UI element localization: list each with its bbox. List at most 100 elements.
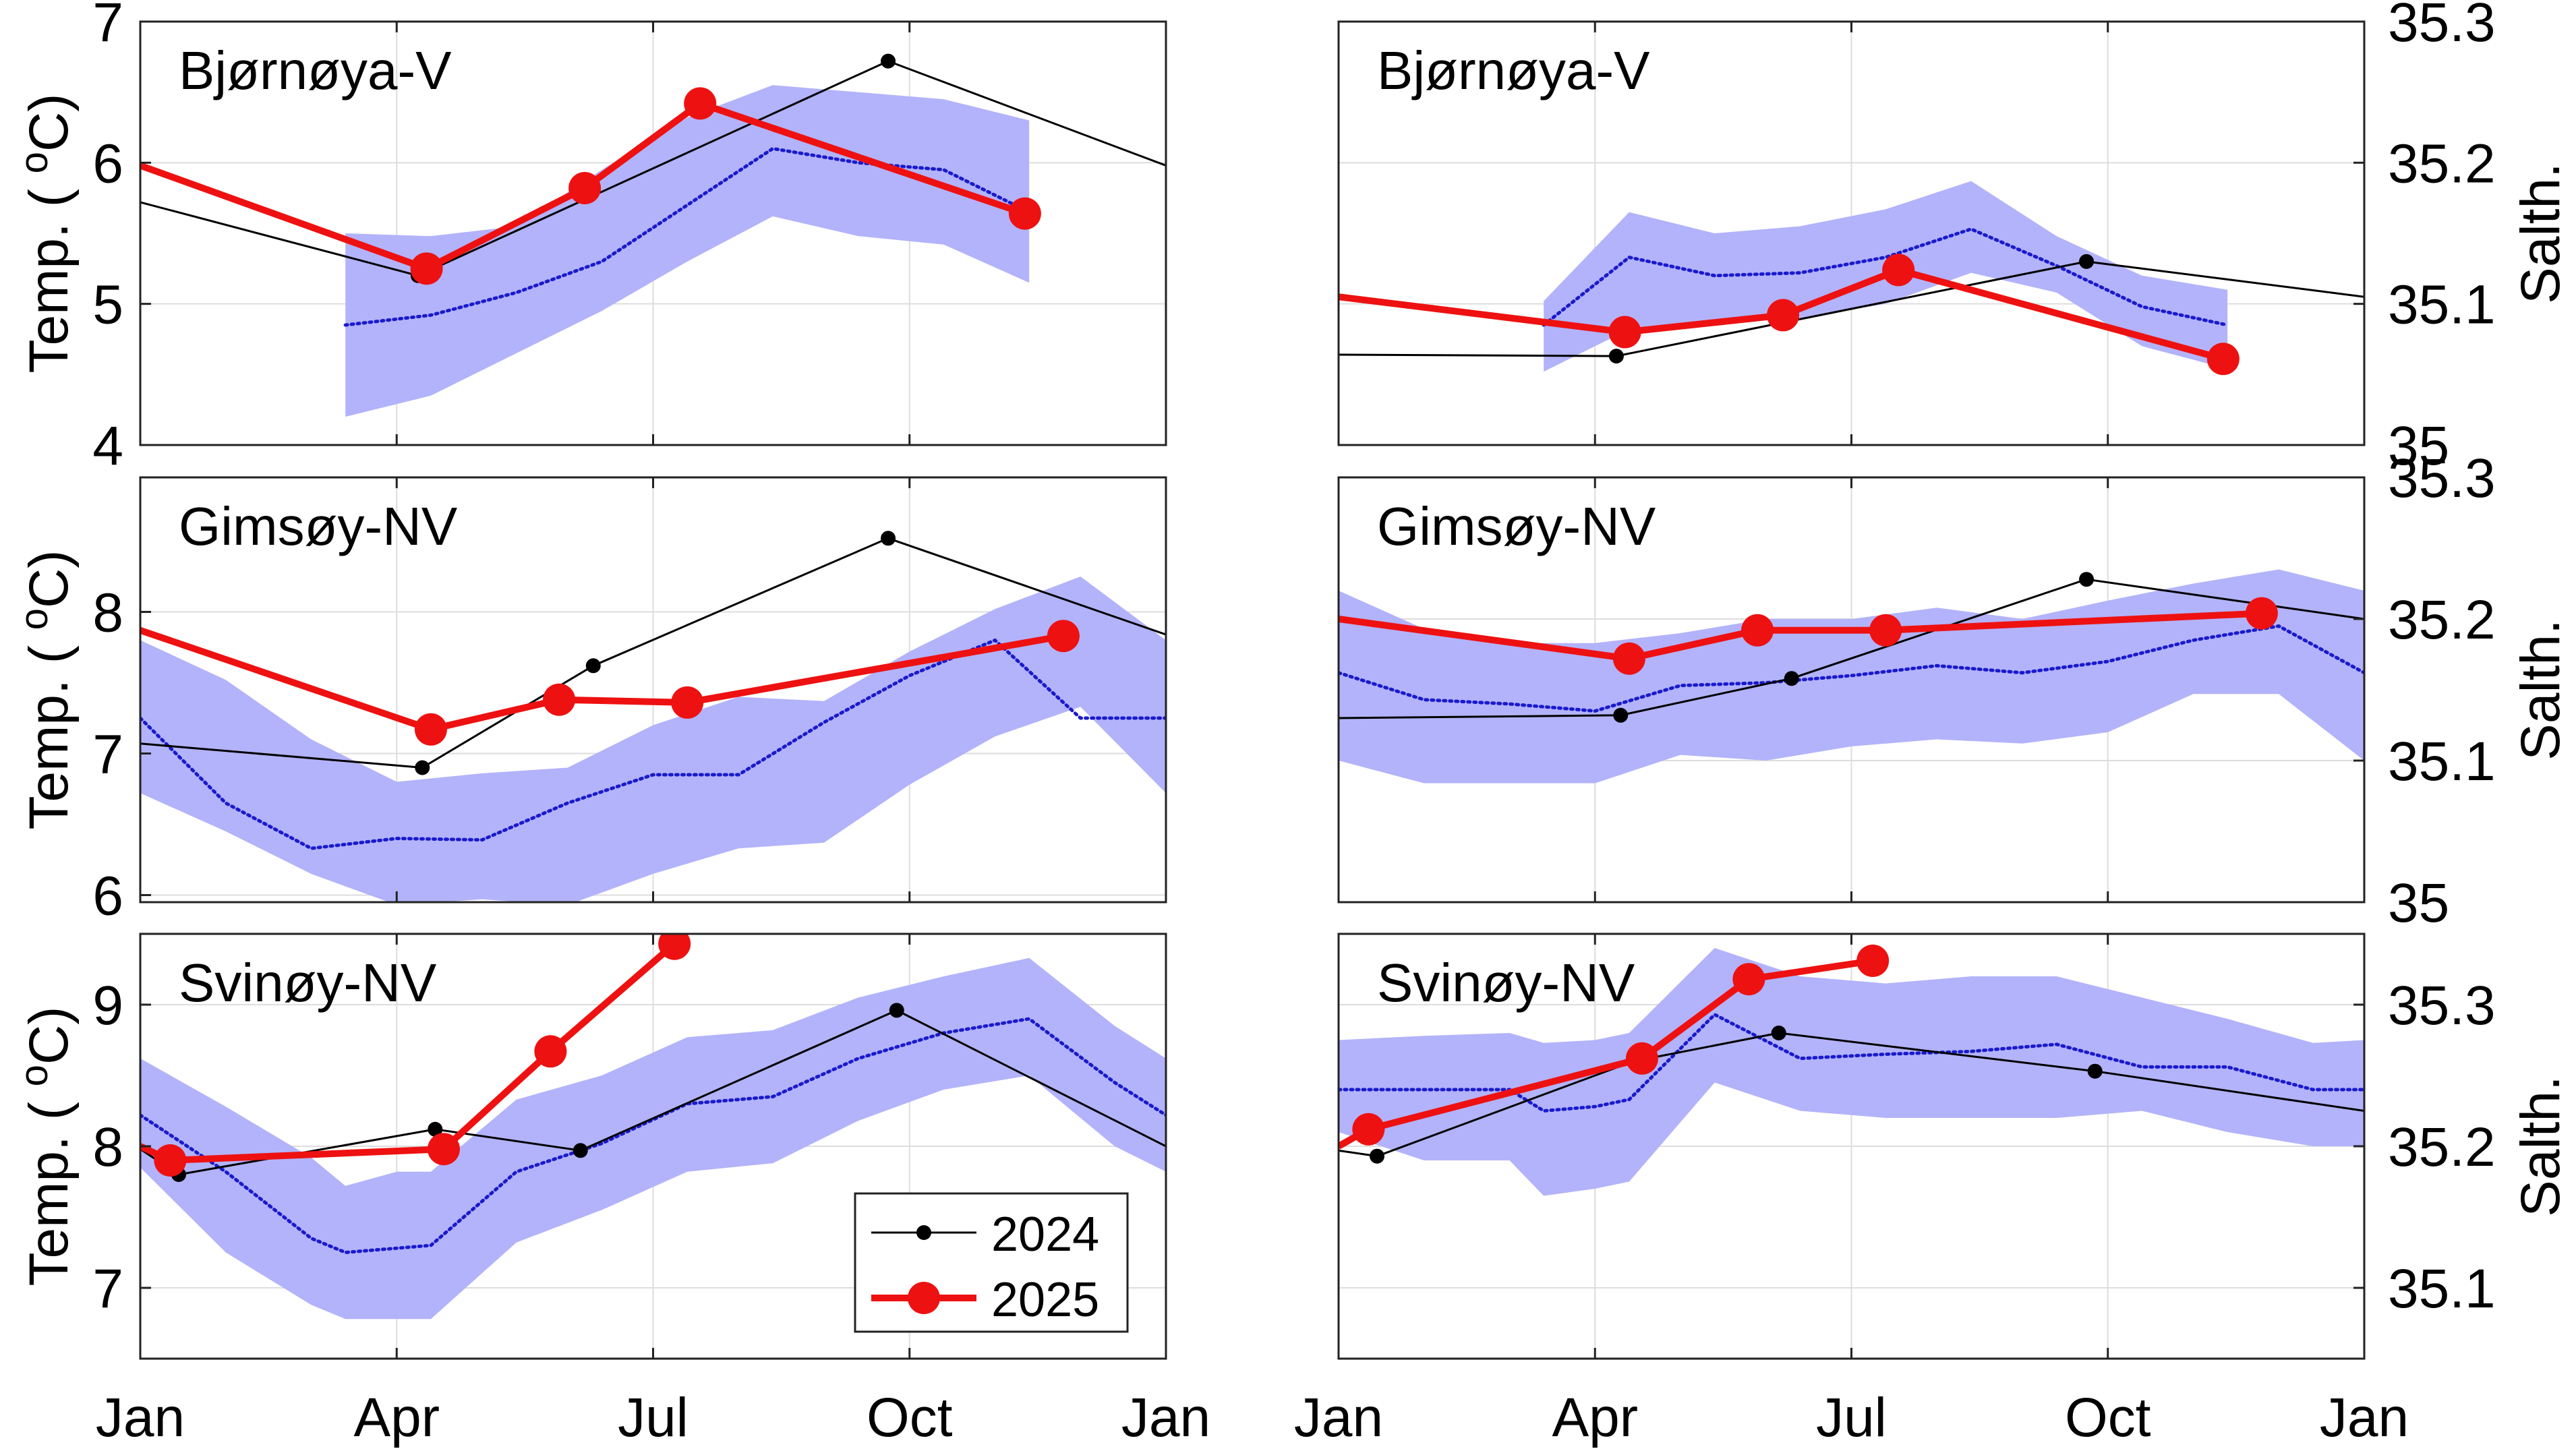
- legend-marker-2025: [908, 1282, 940, 1314]
- plot-content: [1339, 569, 2364, 783]
- y-axis-label: Temp. ( oC): [12, 94, 80, 374]
- panel-title: Gimsøy-NV: [1377, 496, 1656, 556]
- y-tick-label: 7: [92, 0, 123, 53]
- point-2025: [1741, 614, 1774, 647]
- point-2024: [881, 531, 896, 546]
- y-tick-label: 35.3: [2388, 0, 2496, 53]
- climatology-mean-line: [1339, 624, 2364, 713]
- point-2025: [1008, 197, 1041, 230]
- y-tick-label: 35.1: [2388, 274, 2496, 336]
- point-2025: [1047, 620, 1080, 653]
- climatology-mean-line: [140, 1017, 1166, 1255]
- y-tick-label: 8: [92, 583, 123, 644]
- panel-title: Gimsøy-NV: [179, 496, 458, 556]
- legend-label-2025: 2025: [991, 1273, 1099, 1327]
- plot-content: [140, 531, 1166, 902]
- panel-title: Bjørnøya-V: [179, 40, 452, 100]
- point-2024: [2079, 254, 2095, 269]
- plot-content: [1339, 181, 2364, 376]
- panel-title: Bjørnøya-V: [1377, 40, 1650, 100]
- y-tick-label: 7: [92, 1258, 123, 1320]
- point-2025: [1352, 1113, 1385, 1146]
- x-tick-label: Jul: [1816, 1387, 1887, 1448]
- x-tick-label: Jan: [96, 1387, 185, 1448]
- climatology-band: [140, 576, 1166, 902]
- point-2024: [1370, 1148, 1385, 1164]
- climatology-band: [345, 85, 1030, 417]
- y-tick-label: 35.2: [2388, 589, 2496, 651]
- y-tick-label: 4: [92, 415, 123, 477]
- y-tick-label: 9: [92, 975, 123, 1036]
- ylabel-base: Temp. (: [18, 173, 80, 373]
- point-2025: [2245, 597, 2278, 630]
- ylabel-degree: o: [12, 152, 56, 173]
- climatology-band: [1339, 948, 2364, 1196]
- y-tick-label: 35.1: [2388, 731, 2496, 792]
- point-2024: [1613, 707, 1629, 723]
- point-2024: [881, 53, 896, 69]
- point-2025: [2206, 343, 2240, 376]
- y-tick-label: 5: [92, 274, 123, 336]
- ylabel-degree: o: [12, 1065, 56, 1086]
- point-2025: [1882, 254, 1915, 287]
- point-2025: [1869, 614, 1902, 647]
- climatology-mean-line: [1542, 227, 2229, 327]
- plot-content: [140, 934, 1166, 1320]
- point-2024: [1784, 671, 1799, 686]
- y-axis-label: Salth.: [2510, 619, 2571, 761]
- point-2024: [2087, 1063, 2103, 1079]
- y-tick-label: 35: [2388, 415, 2449, 477]
- series-line-2024: [140, 60, 1166, 277]
- point-2025: [684, 87, 717, 120]
- point-2024: [415, 760, 430, 775]
- climatology-mean-line: [343, 146, 1031, 327]
- y-tick-label: 7: [92, 724, 123, 786]
- y-tick-label: 35.2: [2388, 133, 2496, 194]
- ylabel-unit: C): [18, 1007, 80, 1065]
- point-2025: [1612, 642, 1645, 675]
- point-2025: [658, 934, 691, 960]
- panel-gimsoy-salt: 35 35.1 35.2 35.3 Salth. Gimsøy-NV: [1337, 448, 2571, 934]
- y-tick-label: 35.3: [2388, 975, 2496, 1036]
- series-line-2024: [1339, 260, 2364, 357]
- point-2024: [1608, 349, 1624, 364]
- x-tick-label: Oct: [867, 1387, 953, 1448]
- point-2025: [671, 686, 704, 719]
- legend-box: [854, 1192, 1129, 1333]
- point-2025: [1732, 963, 1765, 996]
- y-tick-label: 8: [92, 1117, 123, 1178]
- ylabel-unit: C): [18, 94, 80, 152]
- point-2025: [1856, 944, 1890, 977]
- point-2024: [1771, 1026, 1786, 1040]
- panel-bjornoya-salt: 35 35.1 35.2 35.3 Salth. Bjørnøya-V: [1337, 0, 2571, 477]
- y-axis-label: Salth.: [2510, 1075, 2571, 1217]
- point-2025: [427, 1133, 460, 1166]
- x-tick-label: Apr: [353, 1387, 440, 1448]
- point-2025: [1625, 1042, 1658, 1075]
- point-2025: [568, 172, 602, 205]
- legend-marker-2024: [916, 1225, 931, 1240]
- ylabel-base: Temp. (: [18, 1086, 80, 1286]
- plot-content: [140, 53, 1166, 417]
- panel-title: Svinøy-NV: [1377, 953, 1635, 1013]
- legend-label-2024: 2024: [991, 1208, 1099, 1262]
- climatology-mean-line: [1339, 1012, 2364, 1113]
- panel-svinoy-temp: 7 8 9 Jan Apr Jul Oct Jan Temp. ( oC) Svinøy-NV: [12, 933, 1210, 1448]
- x-tick-label: Jan: [1121, 1387, 1210, 1448]
- ylabel-degree: o: [12, 608, 56, 630]
- plot-content: [1339, 944, 2364, 1196]
- x-tick-label: Oct: [2065, 1387, 2151, 1448]
- point-2024: [573, 1143, 588, 1158]
- legend: 2024 2025: [854, 1192, 1129, 1333]
- climatology-band: [140, 957, 1166, 1320]
- y-axis-label: Salth.: [2510, 162, 2571, 304]
- y-tick-label: 6: [92, 866, 123, 927]
- point-2024: [428, 1121, 443, 1137]
- point-2025: [414, 713, 447, 746]
- panel-title: Svinøy-NV: [179, 953, 437, 1013]
- y-tick-label: 35.3: [2388, 448, 2496, 509]
- point-2025: [543, 683, 576, 716]
- point-2024: [889, 1003, 904, 1018]
